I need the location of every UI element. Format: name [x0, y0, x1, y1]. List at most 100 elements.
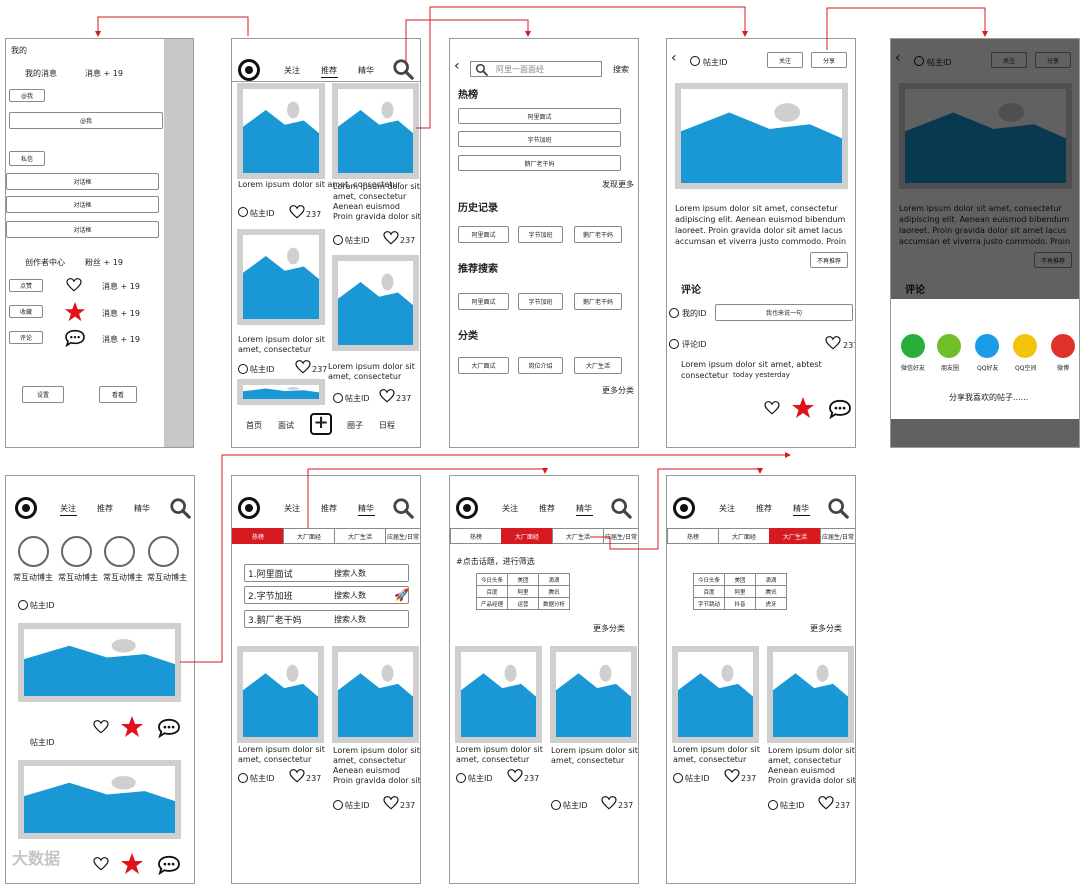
- sub-tab-mianjing[interactable]: 大厂面经: [718, 528, 770, 544]
- category-item[interactable]: 大厂生活: [574, 357, 622, 374]
- topic-cell[interactable]: 腾讯: [755, 585, 787, 598]
- comment-icon[interactable]: [157, 718, 181, 738]
- logo-icon[interactable]: [238, 497, 260, 519]
- post-title[interactable]: Lorem ipsum dolor sit amet, consectetur: [238, 180, 401, 189]
- sub-tab-hot[interactable]: 热榜: [232, 528, 284, 544]
- discover-more-link[interactable]: 发现更多: [602, 180, 634, 189]
- post-image[interactable]: [672, 646, 759, 743]
- topic-cell[interactable]: 今日头条: [693, 573, 725, 586]
- star-icon[interactable]: [120, 715, 144, 739]
- dialog-row[interactable]: 对话框: [6, 196, 159, 213]
- post-title[interactable]: Lorem ipsum dolor sit amet, consectetur …: [768, 746, 856, 785]
- tab-featured[interactable]: 精华: [793, 504, 809, 513]
- post-title[interactable]: Lorem ipsum dolor sit amet, consectetur …: [333, 182, 421, 221]
- post-title[interactable]: Lorem ipsum dolor sit amet, consectetur: [456, 745, 543, 764]
- back-icon[interactable]: ‹: [671, 50, 677, 66]
- follow-button[interactable]: 关注: [767, 52, 803, 68]
- comment-button[interactable]: 评论: [9, 331, 43, 344]
- tab-follow[interactable]: 关注: [719, 504, 735, 513]
- tab-follow[interactable]: 关注: [284, 66, 300, 75]
- hot-item[interactable]: 字节加班: [458, 131, 621, 147]
- back-icon[interactable]: ‹: [454, 58, 460, 74]
- topic-cell[interactable]: 美团: [724, 573, 756, 586]
- qq-icon[interactable]: [975, 334, 999, 358]
- sub-tab-graduates[interactable]: 应届生/日常: [603, 528, 638, 544]
- sub-tab-graduates[interactable]: 应届生/日常: [385, 528, 420, 544]
- history-button[interactable]: 看看: [99, 386, 137, 403]
- not-recommend-button[interactable]: 不再推荐: [810, 252, 848, 268]
- sub-tab-hot[interactable]: 热榜: [450, 528, 502, 544]
- nav-schedule[interactable]: 日程: [379, 421, 395, 430]
- heart-icon[interactable]: [289, 769, 305, 783]
- sub-tab-life[interactable]: 大厂生活: [552, 528, 604, 544]
- tab-recommend[interactable]: 推荐: [321, 66, 337, 75]
- tab-recommend[interactable]: 推荐: [539, 504, 555, 513]
- topic-cell[interactable]: 阿里: [724, 585, 756, 598]
- search-icon[interactable]: [827, 497, 849, 519]
- post-image[interactable]: [237, 379, 325, 405]
- post-title[interactable]: Lorem ipsum dolor sit amet, consectetur: [551, 746, 638, 765]
- settings-button[interactable]: 设置: [22, 386, 64, 403]
- post-image[interactable]: [550, 646, 637, 743]
- weibo-icon[interactable]: [1051, 334, 1075, 358]
- post-image[interactable]: [237, 229, 325, 325]
- tab-featured[interactable]: 精华: [134, 504, 150, 513]
- more-category-link[interactable]: 更多分类: [593, 624, 625, 633]
- topic-cell[interactable]: 数据分析: [538, 597, 570, 610]
- hot-rank-item[interactable]: 2.字节加班 搜索人数 🚀: [244, 586, 409, 604]
- tab-follow[interactable]: 关注: [284, 504, 300, 513]
- post-title[interactable]: Lorem ipsum dolor sit amet, consectetur: [238, 335, 325, 354]
- nav-circle[interactable]: 圈子: [347, 421, 363, 430]
- category-item[interactable]: 大厂面试: [458, 357, 509, 374]
- dialog-row[interactable]: 对话框: [6, 221, 159, 238]
- at-me-row[interactable]: @我: [9, 112, 163, 129]
- star-icon[interactable]: [791, 396, 815, 420]
- heart-icon[interactable]: [295, 360, 311, 374]
- topic-cell[interactable]: 阿里: [507, 585, 539, 598]
- post-image[interactable]: [455, 646, 542, 743]
- hot-rank-item[interactable]: 3.鹅厂老干妈 搜索人数: [244, 610, 409, 628]
- star-icon[interactable]: [120, 852, 144, 876]
- tab-recommend[interactable]: 推荐: [321, 504, 337, 513]
- search-input[interactable]: 阿里一面面经: [470, 61, 602, 77]
- sub-tab-graduates[interactable]: 应届生/日常: [820, 528, 855, 544]
- search-icon[interactable]: [610, 497, 632, 519]
- qzone-icon[interactable]: [1013, 334, 1037, 358]
- heart-icon[interactable]: [825, 336, 841, 350]
- heart-icon[interactable]: [93, 720, 109, 734]
- heart-icon[interactable]: [289, 205, 305, 219]
- sub-tab-mianjing[interactable]: 大厂面经: [501, 528, 553, 544]
- post-image[interactable]: [18, 760, 181, 839]
- post-image[interactable]: [237, 83, 325, 179]
- heart-icon[interactable]: [507, 769, 523, 783]
- post-title[interactable]: Lorem ipsum dolor sit amet, consectetur: [673, 745, 760, 764]
- sub-tab-mianjing[interactable]: 大厂面经: [283, 528, 335, 544]
- recommend-item[interactable]: 字节加班: [518, 293, 563, 310]
- topic-cell[interactable]: 美团: [507, 573, 539, 586]
- tab-recommend[interactable]: 推荐: [756, 504, 772, 513]
- favorite-button[interactable]: 收藏: [9, 305, 43, 318]
- logo-icon[interactable]: [238, 59, 260, 81]
- tab-featured[interactable]: 精华: [358, 66, 374, 75]
- heart-icon[interactable]: [818, 796, 834, 810]
- tab-follow[interactable]: 关注: [502, 504, 518, 513]
- topic-cell[interactable]: 滴滴: [755, 573, 787, 586]
- heart-icon[interactable]: [724, 769, 740, 783]
- post-title[interactable]: Lorem ipsum dolor sit amet, consectetur: [238, 745, 325, 764]
- avatar[interactable]: [104, 536, 135, 567]
- avatar[interactable]: [18, 536, 49, 567]
- tab-featured[interactable]: 精华: [358, 504, 374, 513]
- hot-item[interactable]: 鹅厂老干妈: [458, 155, 621, 171]
- topic-cell[interactable]: 今日头条: [476, 573, 508, 586]
- more-category-link[interactable]: 更多分类: [810, 624, 842, 633]
- post-title[interactable]: Lorem ipsum dolor sit amet, consectetur …: [333, 746, 421, 785]
- sub-tab-life[interactable]: 大厂生活: [334, 528, 386, 544]
- comment-icon[interactable]: [157, 855, 181, 875]
- post-image[interactable]: [332, 83, 419, 179]
- post-image[interactable]: [332, 646, 419, 743]
- history-item[interactable]: 阿里面试: [458, 226, 509, 243]
- logo-icon[interactable]: [673, 497, 695, 519]
- logo-icon[interactable]: [456, 497, 478, 519]
- nav-home[interactable]: 首页: [246, 421, 262, 430]
- comment-icon[interactable]: [828, 399, 852, 419]
